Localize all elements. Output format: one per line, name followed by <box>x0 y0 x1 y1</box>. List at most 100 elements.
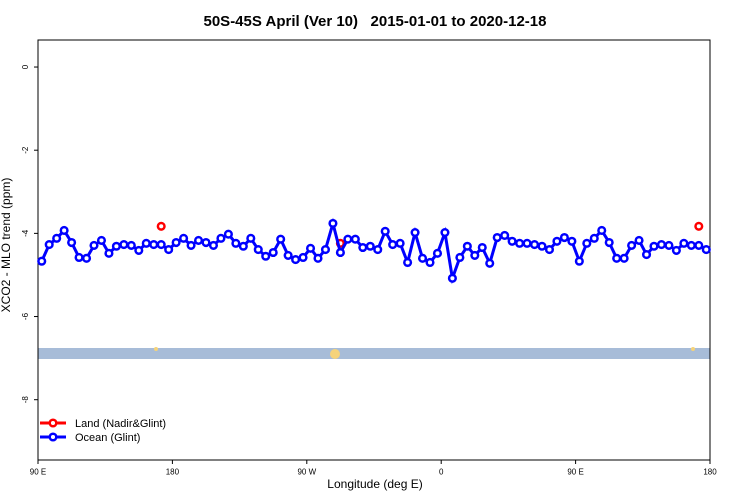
y-tick-label: -2 <box>21 146 30 154</box>
legend-label: Land (Nadir&Glint) <box>75 418 166 430</box>
data-point <box>134 245 144 255</box>
y-tick-label: -4 <box>21 229 30 237</box>
data-point <box>694 240 704 250</box>
data-point <box>567 236 577 246</box>
data-point <box>582 238 592 248</box>
data-point <box>417 253 428 263</box>
data-point <box>686 240 696 250</box>
data-point <box>656 240 667 250</box>
data-point <box>149 240 159 250</box>
data-point <box>432 248 443 258</box>
data-point <box>537 241 547 251</box>
data-point <box>358 242 368 253</box>
x-tick-label: 90 W <box>297 468 316 477</box>
data-point <box>597 225 607 236</box>
chart-title: 50S-45S April (Ver 10) 2015-01-01 to 202… <box>204 13 547 30</box>
data-point <box>604 237 614 248</box>
data-point <box>328 218 338 228</box>
coverage-dot <box>330 349 340 359</box>
data-point <box>522 238 532 248</box>
data-point <box>193 235 204 245</box>
y-tick-label: -6 <box>21 312 30 320</box>
x-tick-label: 90 E <box>30 468 46 477</box>
data-point <box>619 253 629 263</box>
data-point <box>164 245 174 255</box>
data-point <box>612 253 622 263</box>
data-point <box>529 240 540 250</box>
data-point <box>627 240 637 250</box>
data-point <box>156 240 166 250</box>
data-point <box>44 240 54 250</box>
data-point <box>388 240 398 250</box>
data-point <box>238 241 248 251</box>
data-point <box>52 233 62 243</box>
x-tick-label: 0 <box>439 468 444 477</box>
data-point <box>425 257 435 268</box>
data-point <box>380 226 390 236</box>
data-point <box>701 245 711 255</box>
data-point <box>447 273 457 283</box>
data-point <box>395 238 405 248</box>
x-tick-label: 180 <box>166 468 180 477</box>
data-point <box>462 241 472 251</box>
y-axis-label: XCO2 - MLO trend (ppm) <box>0 178 13 313</box>
data-point <box>410 227 420 238</box>
data-point <box>634 235 644 245</box>
data-point <box>283 250 293 260</box>
data-point <box>253 245 263 255</box>
data-point <box>111 241 121 251</box>
x-tick-label: 90 E <box>567 468 583 477</box>
data-point <box>246 233 256 243</box>
data-point <box>507 236 517 246</box>
data-point <box>671 245 681 255</box>
data-point <box>455 252 465 263</box>
coverage-band <box>38 348 710 359</box>
data-point <box>313 253 323 263</box>
data-point <box>268 247 278 258</box>
data-point <box>515 238 525 248</box>
data-point <box>171 237 181 248</box>
data-point <box>477 242 487 253</box>
data-point <box>67 237 77 248</box>
data-point <box>492 232 502 243</box>
data-point <box>559 232 569 243</box>
data-point <box>440 227 450 238</box>
coverage-dot <box>154 347 158 351</box>
data-point <box>291 255 301 265</box>
data-point <box>119 240 129 250</box>
data-point <box>485 258 495 268</box>
data-point <box>216 233 226 243</box>
data-point <box>141 238 151 248</box>
data-point <box>470 250 480 260</box>
data-point <box>276 234 286 244</box>
data-point <box>156 221 166 231</box>
data-point <box>74 252 84 263</box>
legend-marker <box>48 418 58 428</box>
data-point <box>89 240 99 250</box>
data-point <box>350 234 360 244</box>
coverage-dot <box>691 347 695 351</box>
data-point <box>343 234 353 244</box>
data-point <box>186 240 196 250</box>
data-point <box>664 240 674 250</box>
data-point <box>649 241 659 251</box>
data-point <box>589 233 599 243</box>
y-tick-label: 0 <box>21 64 30 69</box>
data-point <box>261 251 271 261</box>
data-point <box>37 256 47 266</box>
data-point <box>320 245 331 255</box>
data-point <box>208 240 219 250</box>
legend-marker <box>48 432 58 442</box>
y-tick-label: -8 <box>21 396 30 404</box>
data-point <box>231 238 241 248</box>
data-point <box>403 257 413 268</box>
data-point <box>201 237 211 248</box>
data-point <box>373 245 383 255</box>
data-point <box>59 225 69 236</box>
data-point <box>694 221 704 231</box>
data-point <box>223 229 233 239</box>
data-point <box>81 253 92 263</box>
data-point <box>305 243 316 253</box>
data-point <box>104 248 114 258</box>
